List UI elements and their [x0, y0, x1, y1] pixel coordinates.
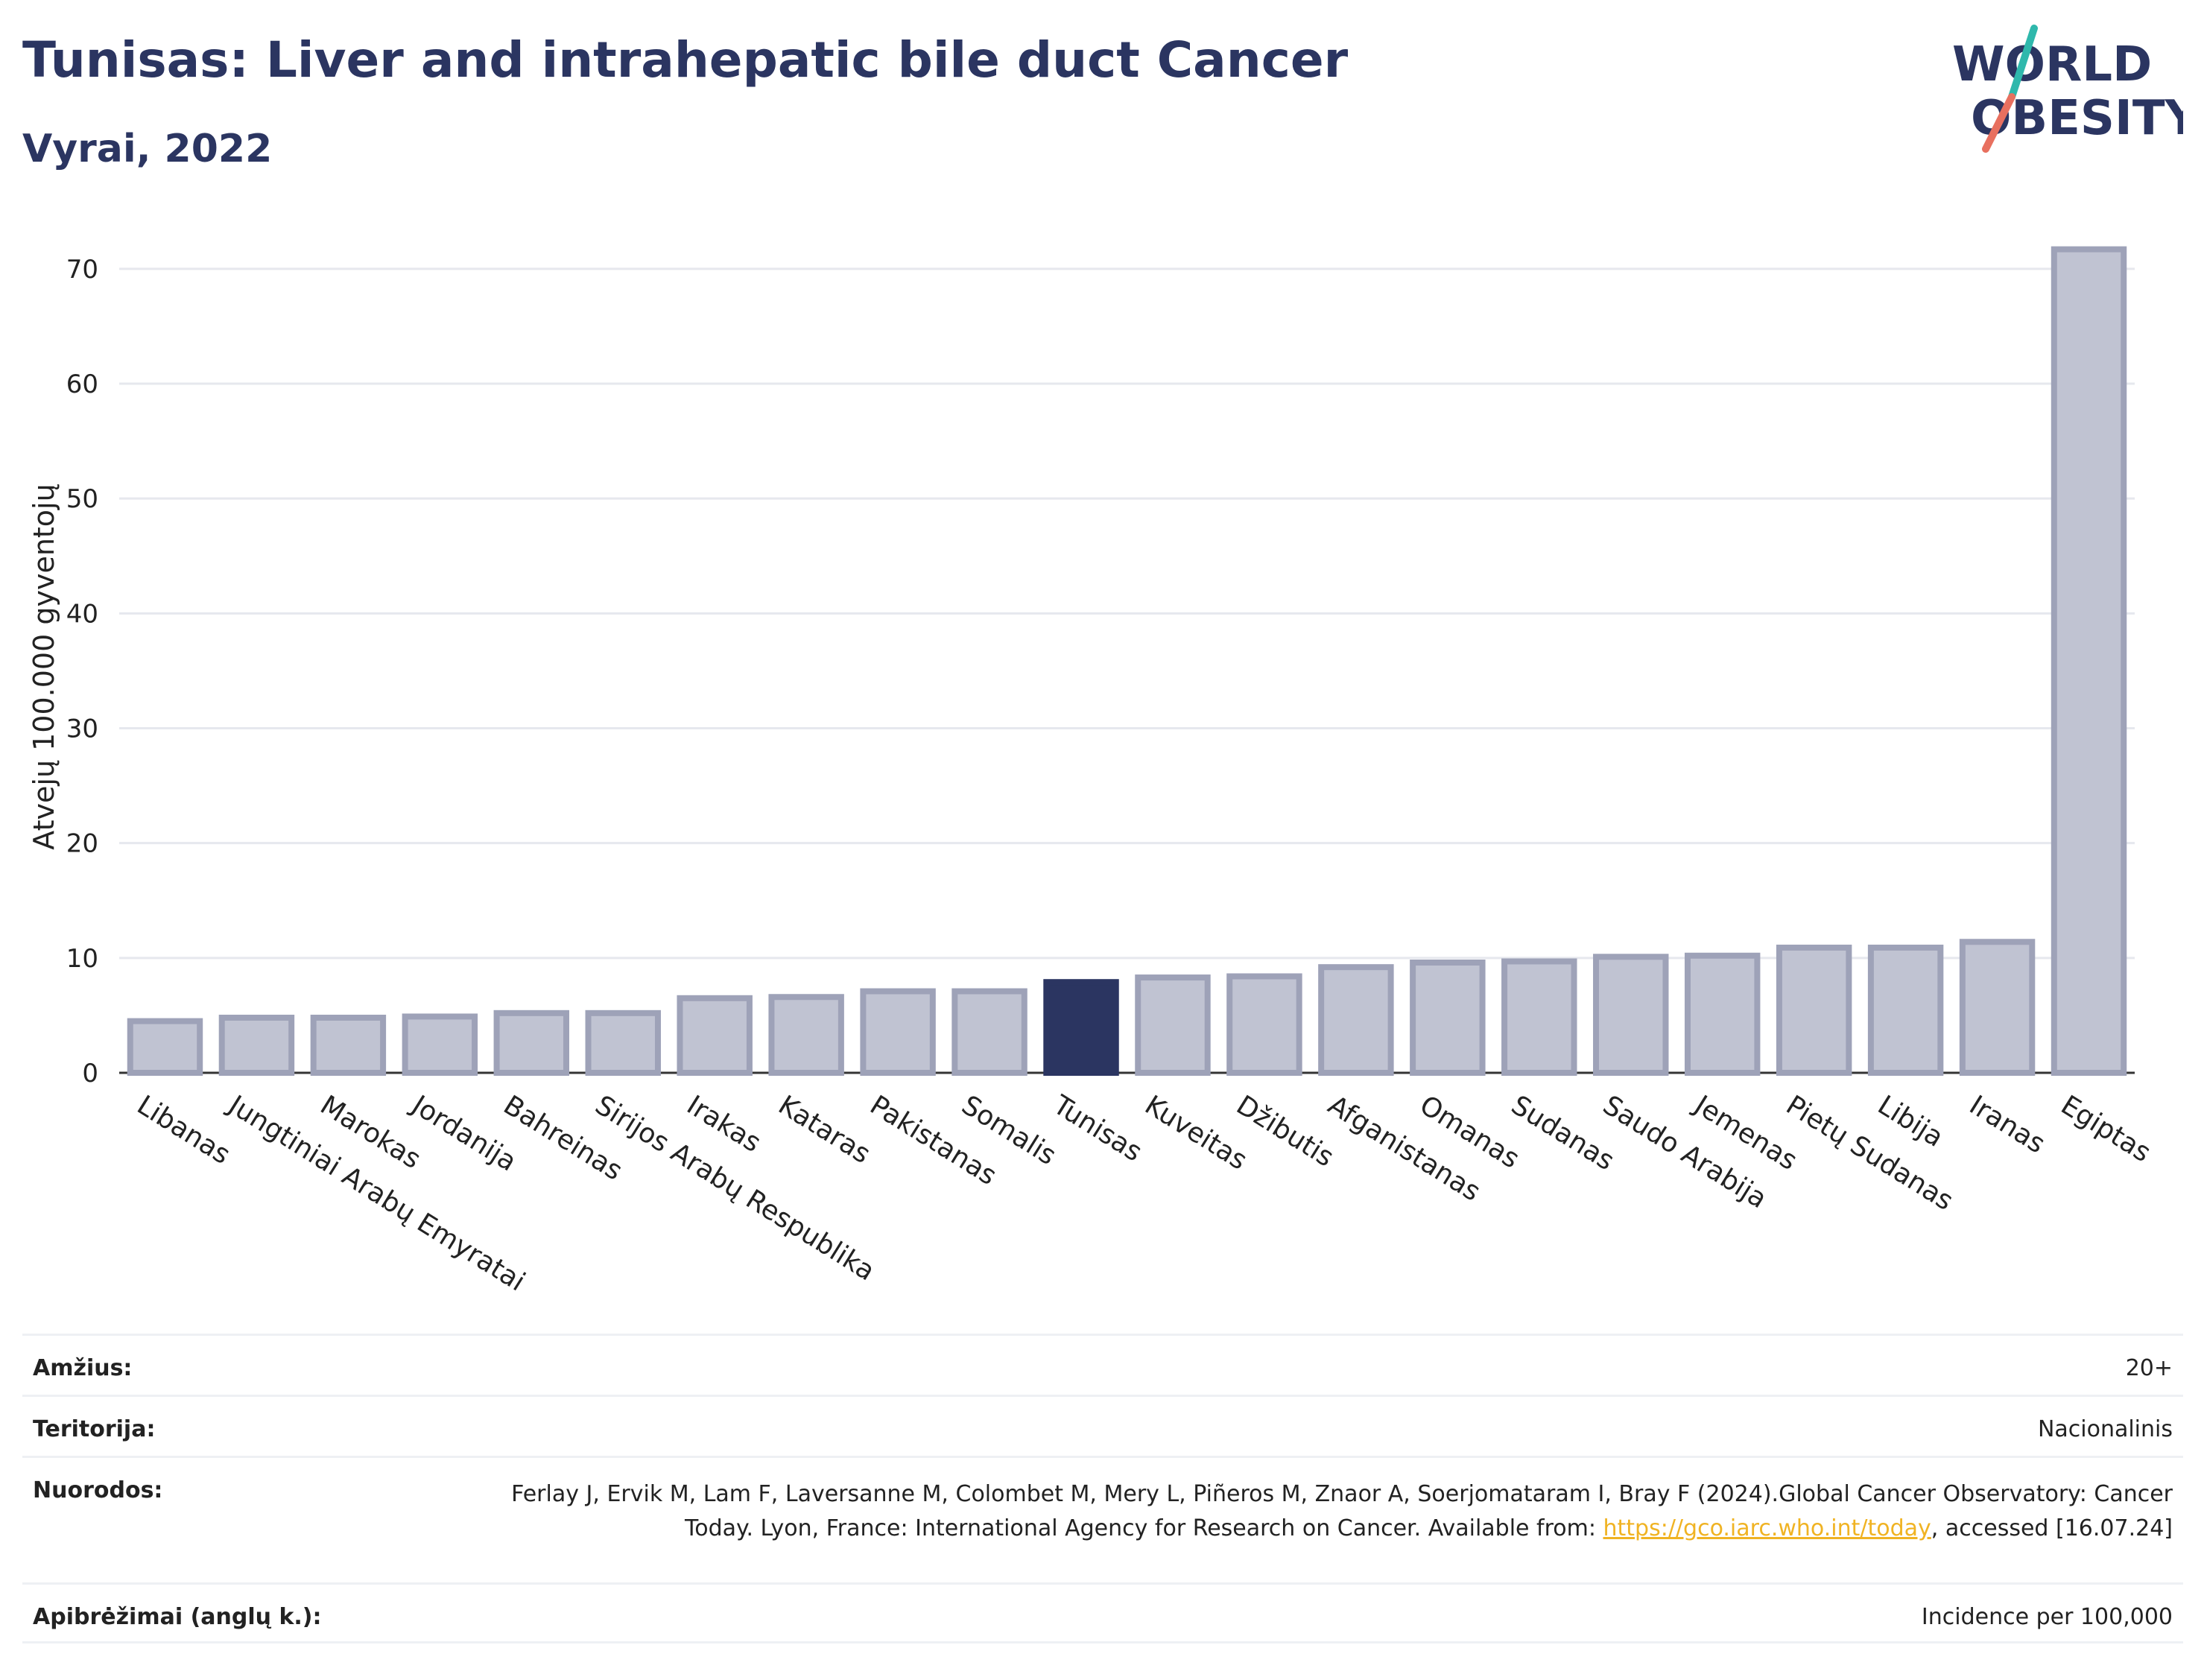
bar-7 — [768, 994, 844, 1076]
bar-5 — [585, 1009, 661, 1077]
y-axis-label: Atvejų 100.000 gyventojų — [28, 484, 60, 849]
territory-label: Teritorija: — [33, 1416, 156, 1442]
meta-row-age: Amžius: 20+ — [22, 1334, 2183, 1395]
references-accessed: , accessed [16.07.24] — [1931, 1515, 2173, 1541]
references-link[interactable]: https://gco.iarc.who.int/today — [1603, 1515, 1931, 1541]
bar-19 — [1867, 944, 1944, 1077]
x-tick-label: Kataras — [773, 1090, 875, 1170]
bar-12 — [1226, 973, 1302, 1076]
y-tick-label: 20 — [66, 829, 98, 859]
world-obesity-logo: WORLD OBESITY — [1952, 25, 2183, 153]
territory-value: Nacionalinis — [2037, 1416, 2173, 1442]
bar-6 — [677, 995, 753, 1076]
bar-0 — [127, 1018, 203, 1076]
definitions-label: Apibrėžimai (anglų k.): — [33, 1604, 322, 1630]
bar-21 — [2051, 246, 2127, 1076]
definitions-value: Incidence per 100,000 — [1921, 1604, 2173, 1630]
references-label: Nuorodos: — [33, 1477, 163, 1503]
bar-8 — [860, 988, 936, 1076]
y-tick-label: 70 — [66, 255, 98, 285]
x-tick-label: Džibutis — [1231, 1090, 1339, 1173]
bar-17 — [1684, 952, 1761, 1076]
y-tick-label: 50 — [66, 484, 98, 514]
logo-line-world: WORLD — [1952, 37, 2152, 92]
references-text: Ferlay J, Ervik M, Lam F, Laversanne M, … — [511, 1481, 2173, 1541]
x-tick-label: Saudo Arabija — [1597, 1090, 1772, 1214]
bar-3 — [402, 1013, 478, 1077]
x-tick-label: Pietų Sudanas — [1781, 1090, 1959, 1217]
x-tick-label: Jordanija — [405, 1089, 522, 1178]
y-tick-label: 60 — [66, 370, 98, 399]
y-tick-label: 0 — [82, 1059, 98, 1088]
bar-15 — [1501, 958, 1577, 1077]
bar-4 — [493, 1009, 570, 1077]
x-tick-label: Libanas — [132, 1090, 235, 1170]
bar-10 — [1043, 979, 1119, 1077]
bar-14 — [1410, 960, 1486, 1076]
chart-subtitle: Vyrai, 2022 — [22, 127, 273, 171]
age-value: 20+ — [2125, 1355, 2173, 1381]
age-label: Amžius: — [33, 1355, 133, 1381]
bar-11 — [1135, 974, 1211, 1076]
bar-13 — [1318, 964, 1394, 1076]
y-tick-label: 40 — [66, 599, 98, 629]
meta-row-references: Nuorodos: Ferlay J, Ervik M, Lam F, Lave… — [22, 1456, 2183, 1582]
bar-16 — [1593, 954, 1669, 1076]
meta-row-definitions: Apibrėžimai (anglų k.): Incidence per 10… — [22, 1582, 2183, 1643]
y-tick-label: 10 — [66, 944, 98, 974]
x-tick-label: Iranas — [1964, 1090, 2051, 1160]
bar-18 — [1776, 944, 1852, 1077]
references-value: Ferlay J, Ervik M, Lam F, Laversanne M, … — [459, 1458, 2173, 1546]
y-axis-ticks: 0 10 20 30 40 50 60 70 — [66, 255, 98, 1088]
bar-9 — [951, 988, 1027, 1076]
x-tick-label: Kuveitas — [1139, 1090, 1253, 1176]
y-tick-label: 30 — [66, 714, 98, 744]
bars — [127, 246, 2127, 1077]
bar-2 — [310, 1015, 387, 1076]
bar-20 — [1959, 939, 2036, 1076]
x-tick-label: Egiptas — [2056, 1090, 2156, 1168]
x-tick-label: Sudanas — [1506, 1090, 1620, 1176]
x-tick-label: Afganistanas — [1323, 1090, 1486, 1208]
bar-1 — [218, 1015, 295, 1076]
x-tick-label: Tunisas — [1047, 1089, 1147, 1167]
metadata-table: Amžius: 20+ Teritorija: Nacionalinis Nuo… — [22, 1334, 2183, 1643]
chart-title: Tunisas: Liver and intrahepatic bile duc… — [22, 31, 1349, 89]
meta-row-territory: Teritorija: Nacionalinis — [22, 1395, 2183, 1456]
